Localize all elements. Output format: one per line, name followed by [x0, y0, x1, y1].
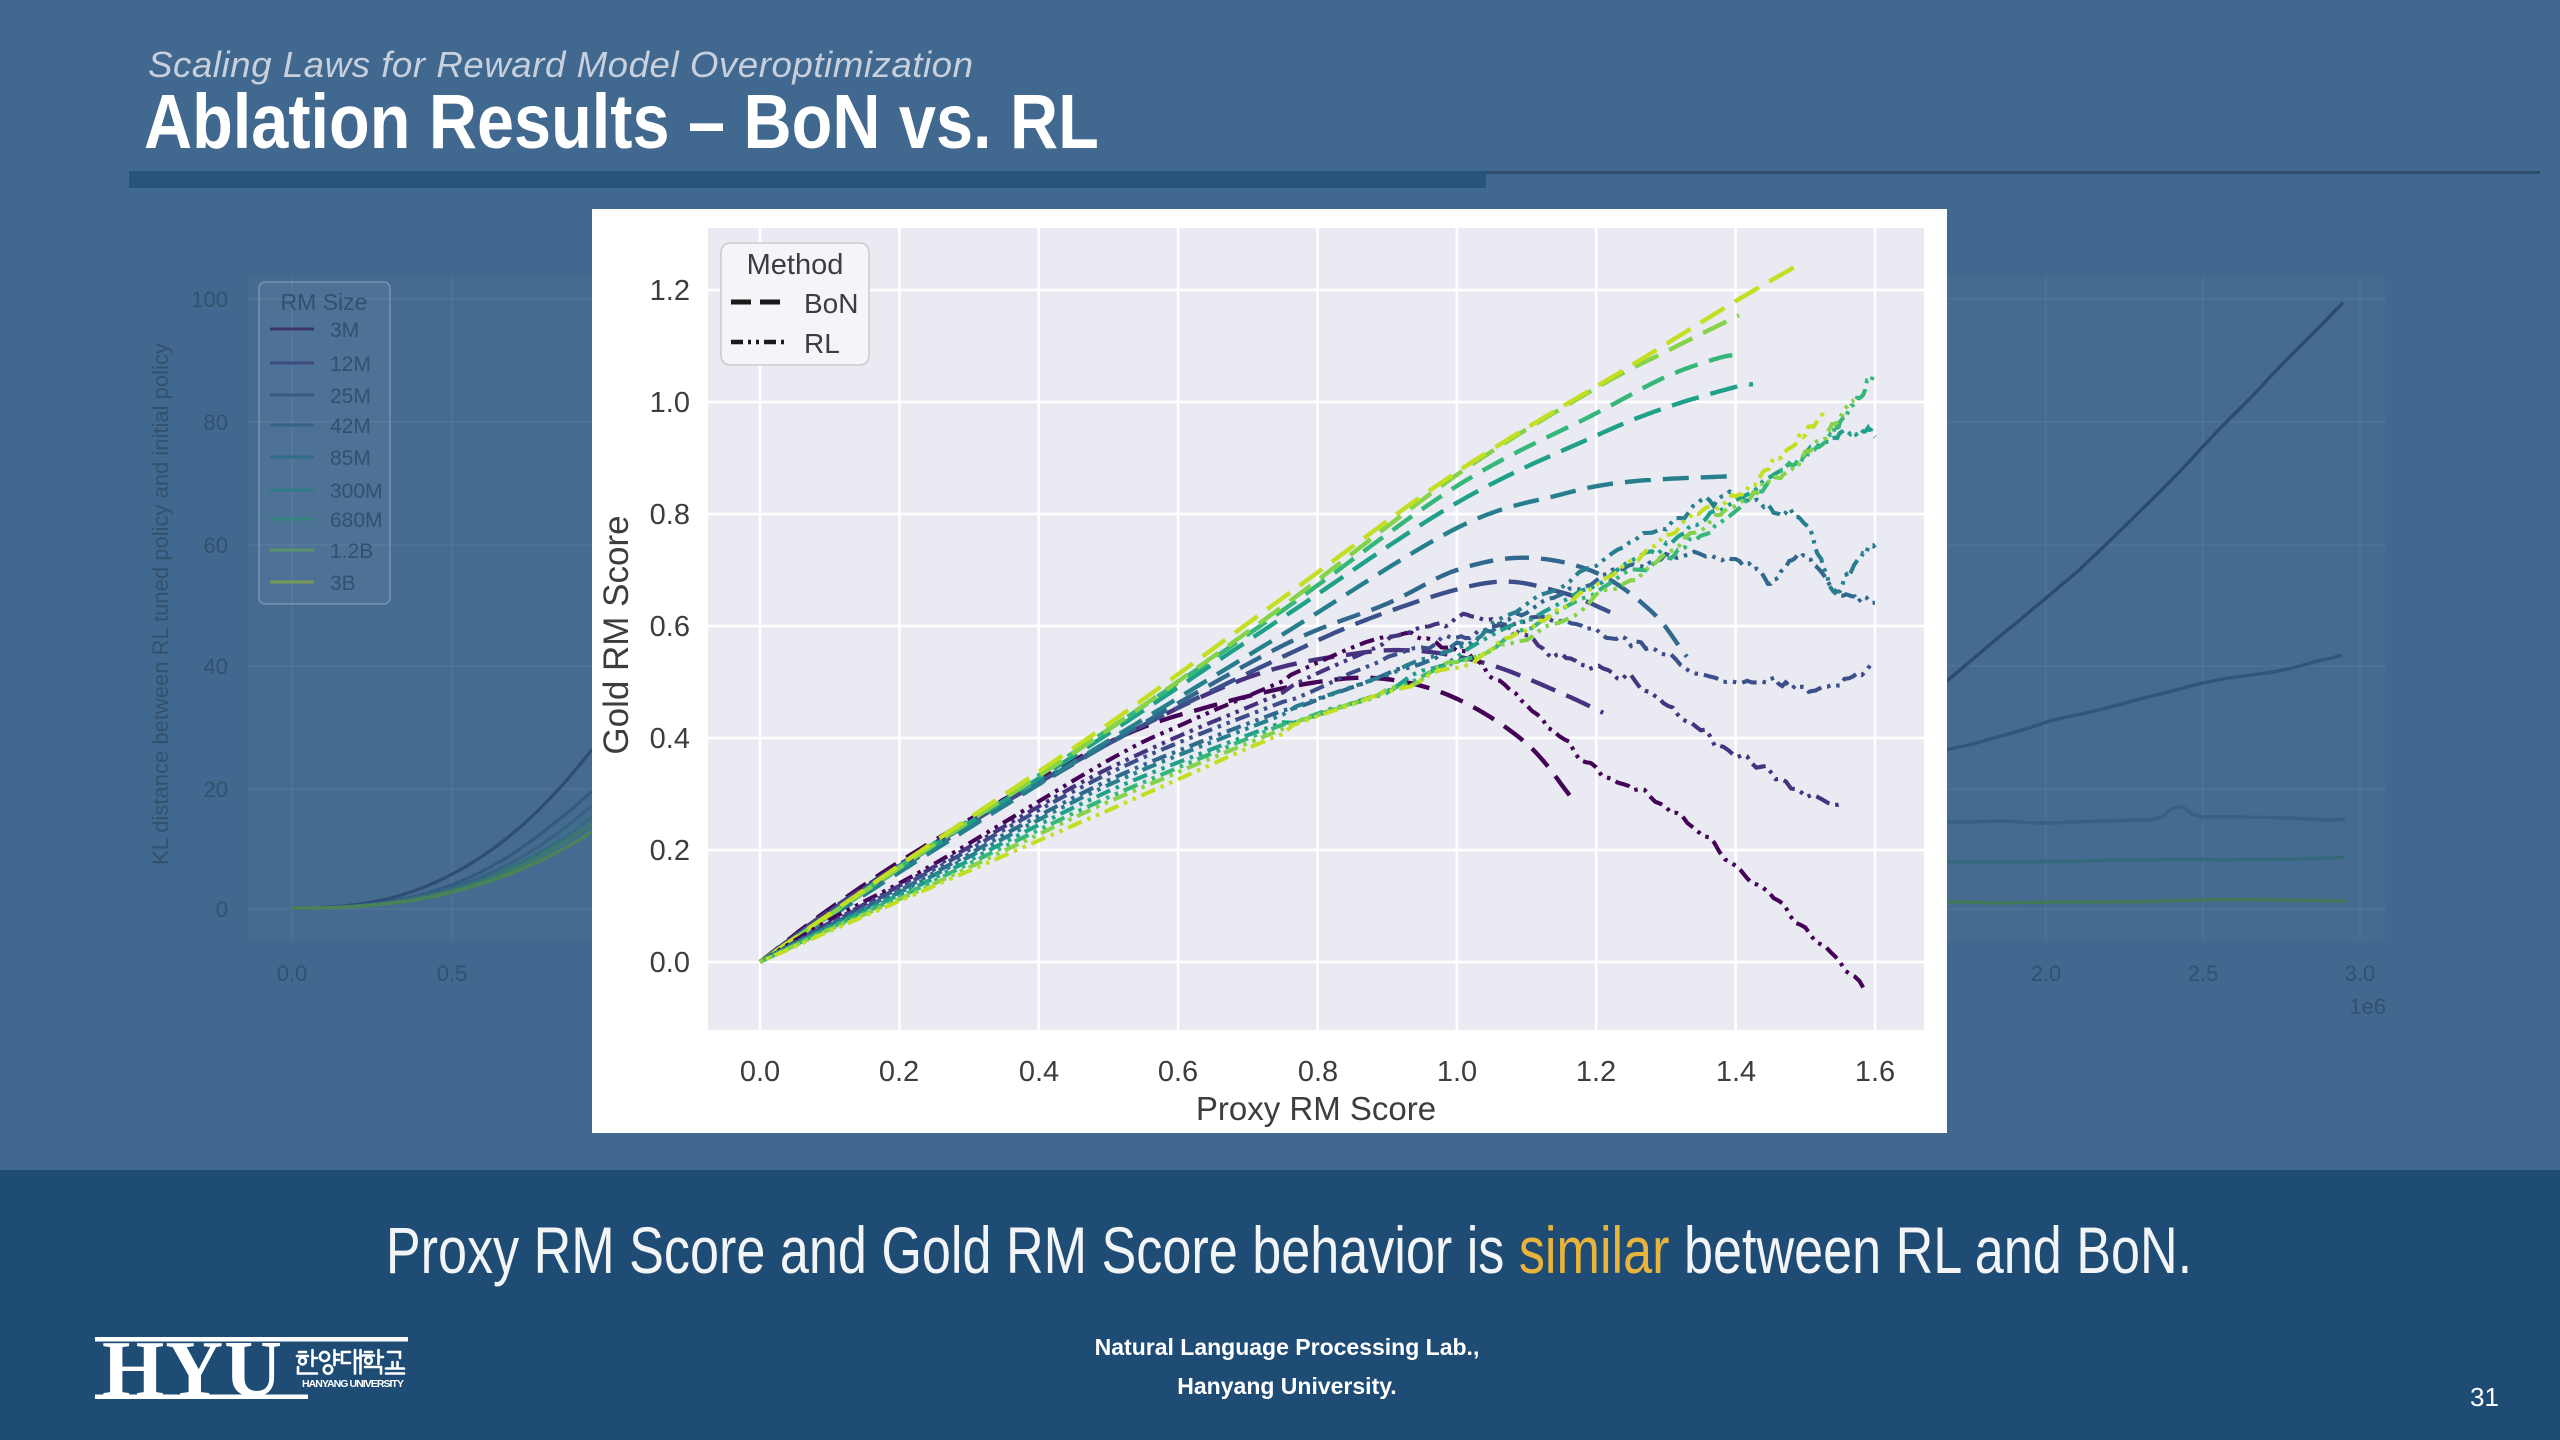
- svg-text:3.0: 3.0: [2345, 961, 2376, 986]
- svg-text:0.0: 0.0: [277, 961, 308, 986]
- svg-text:RM Size: RM Size: [281, 289, 368, 315]
- svg-text:0.0: 0.0: [740, 1056, 780, 1088]
- svg-text:0.4: 0.4: [1019, 1056, 1059, 1088]
- svg-text:20: 20: [204, 777, 228, 802]
- svg-text:42M: 42M: [330, 415, 371, 438]
- svg-text:25M: 25M: [330, 385, 371, 408]
- svg-text:2.5: 2.5: [2188, 961, 2219, 986]
- svg-text:Method: Method: [747, 249, 844, 281]
- svg-text:1.2B: 1.2B: [330, 540, 373, 563]
- svg-text:1.0: 1.0: [1437, 1056, 1477, 1088]
- svg-text:1.2: 1.2: [650, 275, 690, 307]
- svg-text:12M: 12M: [330, 353, 371, 376]
- svg-text:KL distance between RL tuned p: KL distance between RL tuned policy and …: [148, 343, 173, 865]
- svg-text:1e6: 1e6: [2349, 994, 2386, 1019]
- svg-text:3B: 3B: [330, 572, 356, 595]
- svg-text:0.8: 0.8: [650, 499, 690, 531]
- svg-text:3M: 3M: [330, 319, 359, 342]
- svg-text:85M: 85M: [330, 447, 371, 470]
- svg-text:BoN: BoN: [804, 288, 858, 319]
- svg-text:2.0: 2.0: [2031, 961, 2062, 986]
- svg-text:0.2: 0.2: [650, 835, 690, 867]
- svg-text:0.8: 0.8: [1298, 1056, 1338, 1088]
- svg-text:Gold RM Score: Gold RM Score: [597, 515, 636, 754]
- svg-text:80: 80: [204, 410, 228, 435]
- svg-text:HANYANG UNIVERSITY: HANYANG UNIVERSITY: [302, 1378, 404, 1390]
- svg-text:Proxy RM Score: Proxy RM Score: [1196, 1090, 1436, 1127]
- svg-text:60: 60: [204, 533, 228, 558]
- svg-text:100: 100: [191, 287, 228, 312]
- svg-text:40: 40: [204, 654, 228, 679]
- svg-text:0.6: 0.6: [650, 611, 690, 643]
- svg-text:0.5: 0.5: [437, 961, 468, 986]
- svg-text:0.2: 0.2: [879, 1056, 919, 1088]
- svg-text:1.2: 1.2: [1576, 1056, 1616, 1088]
- svg-text:HYU: HYU: [102, 1330, 282, 1414]
- svg-text:0: 0: [216, 897, 228, 922]
- svg-text:RL: RL: [804, 328, 840, 359]
- svg-text:1.4: 1.4: [1716, 1056, 1756, 1088]
- svg-text:680M: 680M: [330, 509, 383, 532]
- svg-text:1.0: 1.0: [650, 387, 690, 419]
- svg-text:300M: 300M: [330, 480, 383, 503]
- svg-text:0.0: 0.0: [650, 947, 690, 979]
- svg-text:1.6: 1.6: [1855, 1056, 1895, 1088]
- svg-text:0.4: 0.4: [650, 723, 690, 755]
- svg-text:0.6: 0.6: [1158, 1056, 1198, 1088]
